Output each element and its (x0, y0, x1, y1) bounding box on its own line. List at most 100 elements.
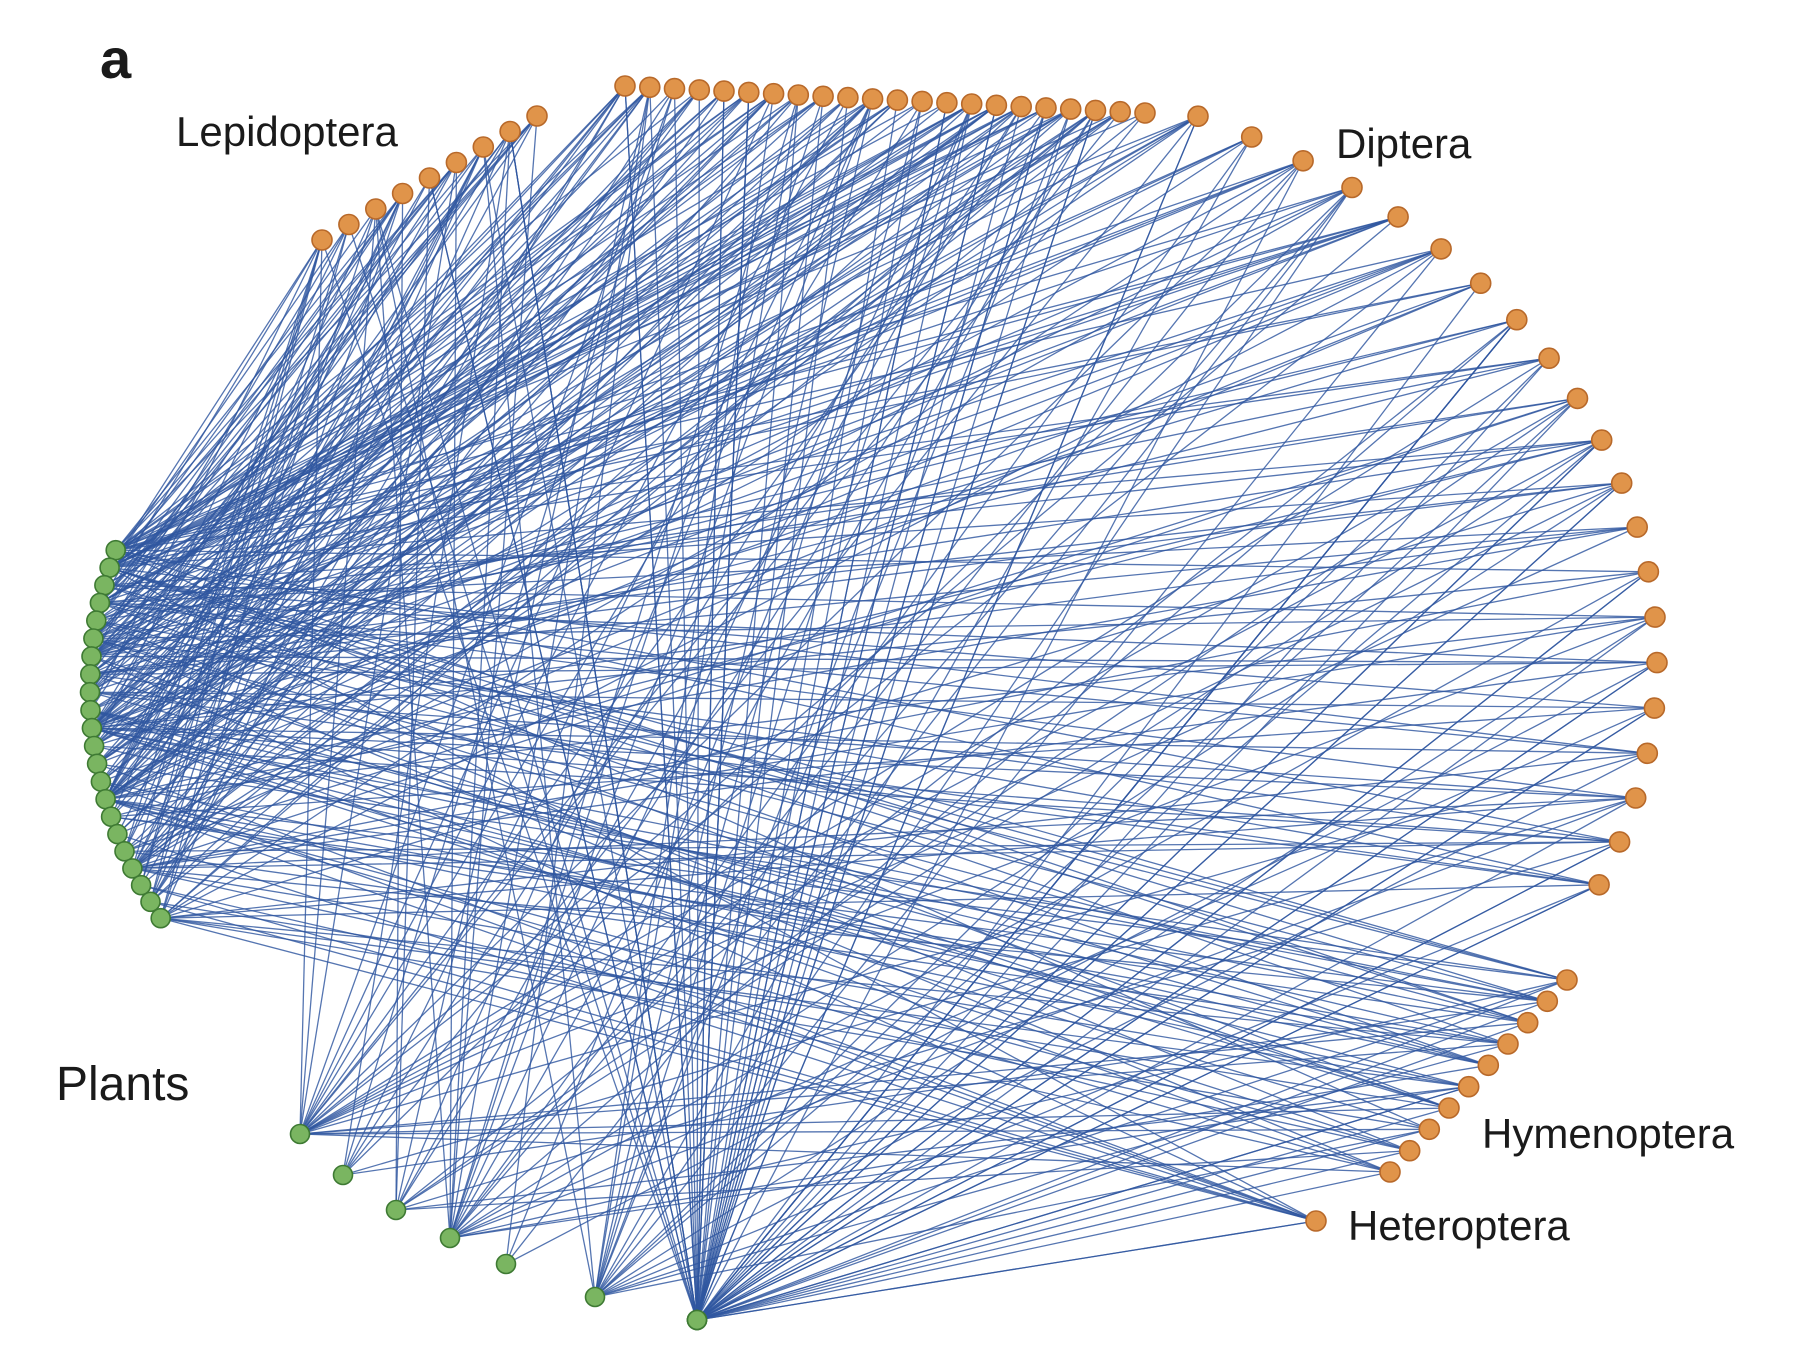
interaction-edge (115, 549, 1649, 573)
interaction-edge (104, 482, 1622, 586)
interaction-edge (594, 248, 1442, 1298)
hymenoptera-node (1556, 969, 1578, 991)
diptera-node (1134, 102, 1156, 124)
interaction-edge (93, 115, 1199, 747)
interaction-edge (90, 709, 1391, 1173)
interaction-edge (696, 101, 923, 1321)
plant-node (94, 574, 115, 596)
interaction-edge (91, 95, 824, 657)
interaction-edge (91, 216, 1399, 658)
interaction-edge (109, 567, 1528, 1024)
interaction-edge (91, 727, 1410, 1152)
interaction-edge (96, 160, 1304, 622)
interaction-edge (115, 282, 1481, 551)
interaction-edge (105, 439, 1602, 800)
network-nodes (79, 75, 1668, 1331)
plant-node (584, 1286, 606, 1308)
interaction-edge (115, 89, 700, 551)
interaction-edge (449, 571, 1649, 1239)
plant-node (385, 1199, 407, 1221)
diptera-node (1636, 742, 1659, 765)
interaction-edge (93, 637, 1620, 843)
interaction-edge (342, 98, 874, 1176)
interaction-edge (90, 673, 1600, 886)
interaction-edge (105, 798, 1568, 981)
interaction-edge (91, 727, 1620, 843)
interaction-edge (99, 193, 404, 604)
interaction-edge (160, 108, 1072, 919)
plants-label: Plants (56, 1058, 189, 1111)
interaction-edge (104, 584, 1568, 981)
diptera-node (713, 80, 735, 102)
interaction-edge (160, 109, 1096, 919)
interaction-edge (96, 619, 1548, 1002)
interaction-edge (91, 727, 1528, 1024)
interaction-edge (115, 216, 1399, 551)
diptera-node (1538, 347, 1560, 370)
interaction-edge (109, 439, 1602, 569)
diptera-label: Diptera (1336, 120, 1472, 167)
plant-node (90, 771, 112, 792)
diptera-node (688, 79, 711, 101)
diptera-node (1506, 308, 1528, 331)
plant-node (130, 874, 152, 896)
interaction-edge (89, 691, 1655, 709)
interaction-edge (696, 397, 1578, 1321)
interaction-edge (110, 98, 874, 818)
diptera-node (1588, 873, 1610, 896)
interaction-edge (696, 160, 1304, 1321)
lepidoptera-node (445, 151, 468, 174)
interaction-edge (104, 584, 1656, 618)
plant-node (122, 858, 143, 879)
interaction-edge (89, 99, 898, 675)
interaction-edge (109, 94, 799, 569)
interaction-edge (99, 439, 1602, 604)
interaction-edge (91, 727, 1430, 1130)
interaction-edge (90, 482, 1622, 675)
interaction-edge (115, 357, 1550, 551)
diptera-node (1240, 126, 1263, 148)
interaction-edge (90, 709, 1509, 1045)
diptera-node (960, 93, 983, 115)
interaction-edge (99, 602, 1450, 1109)
interaction-edge (95, 106, 1022, 622)
interaction-edge (90, 319, 1517, 675)
interaction-edge (99, 186, 1353, 604)
plant-node (289, 1123, 311, 1145)
interaction-edge (375, 208, 698, 1321)
interaction-edge (395, 1150, 1410, 1211)
interaction-edge (160, 248, 1442, 919)
interaction-edge (100, 282, 1481, 783)
interaction-edge (696, 1128, 1430, 1321)
interaction-edge (90, 709, 1450, 1109)
interaction-edge (160, 160, 1304, 919)
interaction-edge (299, 1022, 1528, 1135)
interaction-edge (160, 797, 1636, 919)
lepidoptera-node (311, 229, 333, 251)
interaction-edge (109, 108, 1071, 569)
interaction-edge (132, 841, 1620, 870)
diptera-node (1624, 787, 1647, 809)
interaction-edge (100, 780, 1317, 1222)
interaction-edge (109, 162, 457, 569)
interaction-edge (299, 439, 1603, 1135)
interaction-edge (696, 571, 1649, 1321)
interaction-edge (105, 97, 849, 800)
interaction-edge (449, 110, 1097, 1239)
interaction-edge (299, 248, 1442, 1135)
interaction-edge (91, 727, 1648, 754)
interaction-edge (673, 88, 698, 1321)
diptera-node (762, 82, 785, 105)
diptera-node (663, 77, 686, 100)
interaction-edge (99, 602, 1636, 799)
interaction-edge (91, 108, 1072, 657)
interaction-edge (449, 797, 1636, 1239)
interaction-edge (109, 567, 1548, 1002)
heteroptera-label: Heteroptera (1348, 1202, 1570, 1249)
diptera-node (1430, 238, 1452, 260)
interaction-edge (594, 616, 1656, 1298)
interaction-edge (160, 917, 1469, 1088)
interaction-edge (505, 187, 1353, 1265)
hymenoptera-node (1497, 1033, 1519, 1055)
plant-node (105, 539, 126, 561)
